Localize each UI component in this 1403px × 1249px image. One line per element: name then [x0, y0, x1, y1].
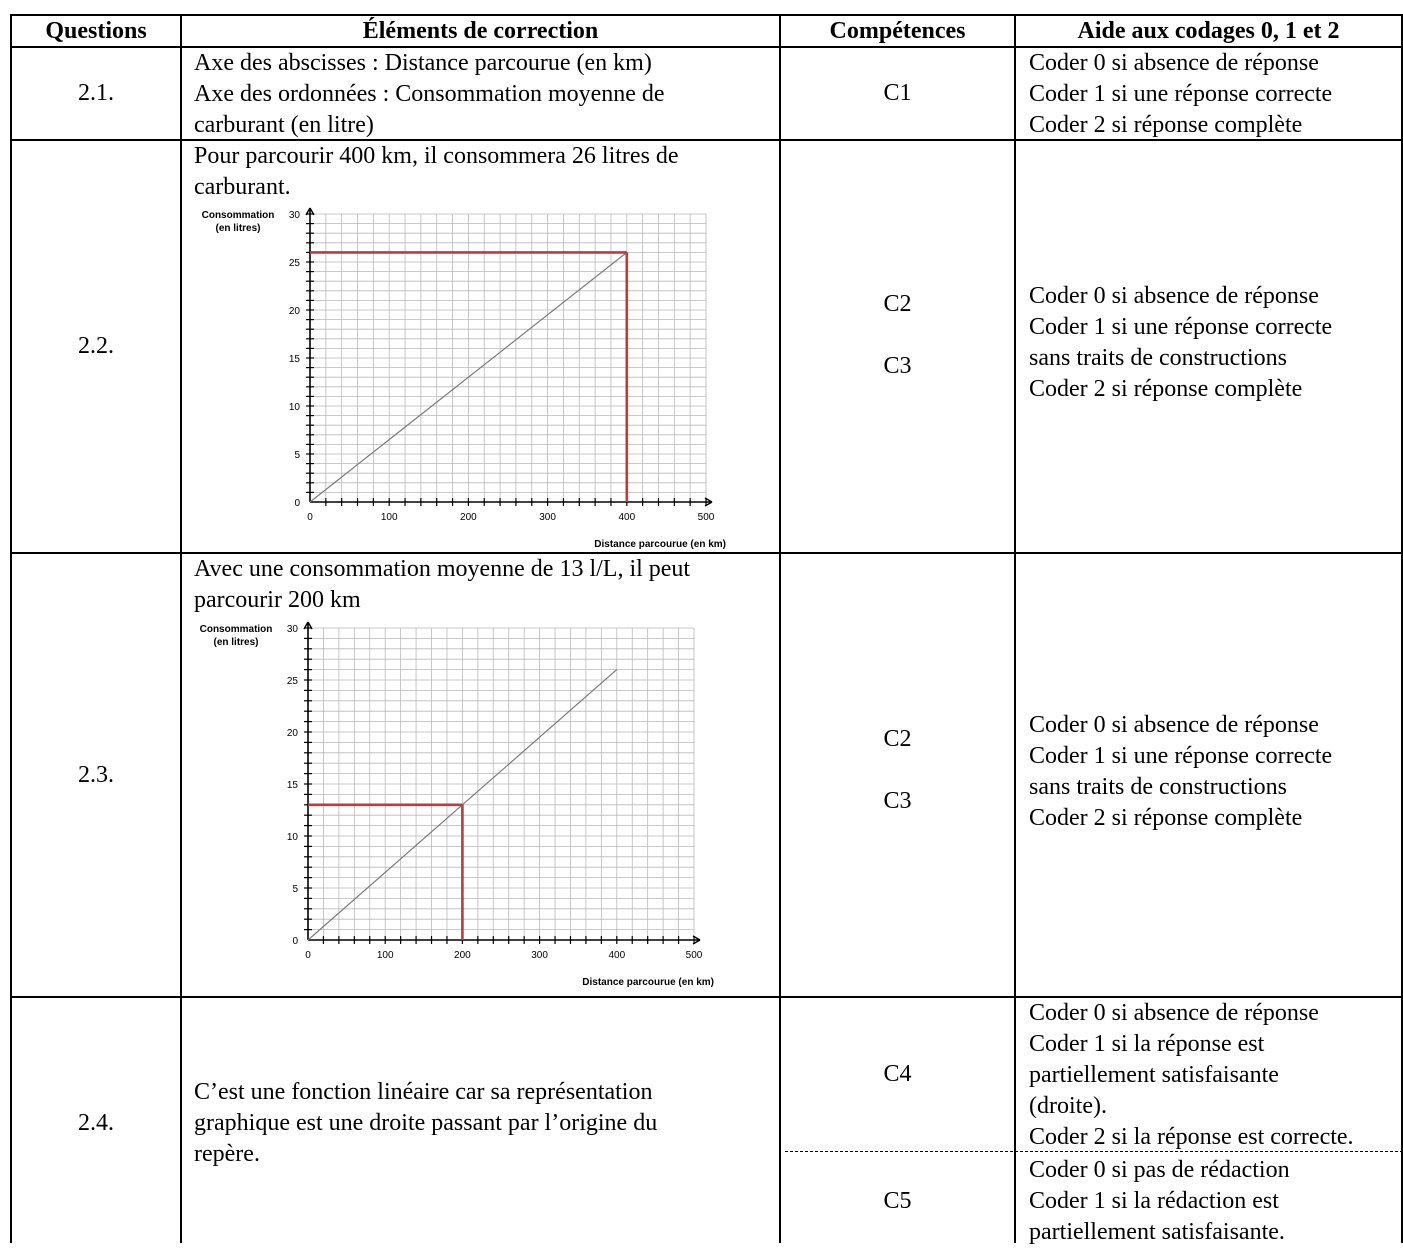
- col-rule-3: [1014, 14, 1016, 1243]
- row-rule-3: [10, 996, 1403, 998]
- x-tick-label: 200: [454, 950, 471, 961]
- x-tick-label: 300: [539, 512, 556, 523]
- header-bottom-rule: [10, 46, 1403, 48]
- x-tick-label: 500: [698, 512, 715, 523]
- y-tick-label: 0: [294, 498, 300, 509]
- competence-label: C5: [883, 1187, 912, 1214]
- x-tick-label: 0: [307, 512, 313, 523]
- x-axis-label: Distance parcourue (en km): [582, 977, 714, 988]
- x-tick-label: 200: [460, 512, 477, 523]
- row-rule-1: [10, 139, 1403, 141]
- correction-text: Avec une consommation moyenne de 13 l/L,…: [194, 556, 691, 613]
- competence-label: C2 C3: [883, 290, 912, 379]
- col-rule-4: [1401, 14, 1403, 1243]
- table-top-rule: [10, 14, 1403, 16]
- correction-text: C’est une fonction linéaire car sa repré…: [194, 1079, 658, 1167]
- x-tick-label: 500: [686, 950, 703, 961]
- coding-help-text: Coder 0 si absence de réponse Coder 1 si…: [1029, 712, 1333, 831]
- y-tick-label: 20: [287, 728, 299, 739]
- y-tick-label: 25: [289, 258, 301, 269]
- header-competences: Compétences: [829, 18, 966, 44]
- correction-text: Axe des abscisses : Distance parcourue (…: [194, 50, 665, 138]
- y-tick-label: 0: [292, 936, 298, 947]
- x-tick-label: 300: [531, 950, 548, 961]
- y-tick-label: 15: [289, 354, 301, 365]
- x-tick-label: 400: [608, 950, 625, 961]
- y-tick-label: 15: [287, 780, 299, 791]
- y-tick-label: 5: [294, 450, 300, 461]
- coding-help-text: Coder 0 si absence de réponse Coder 1 si…: [1029, 282, 1333, 402]
- question-number: 2.4.: [78, 1110, 114, 1136]
- competence-label: C4: [883, 1061, 912, 1087]
- y-axis-label: Consommation: [202, 210, 275, 221]
- y-axis-label-unit: (en litres): [213, 637, 258, 648]
- y-tick-label: 20: [289, 306, 301, 317]
- y-tick-label: 30: [289, 210, 301, 221]
- chart-consumption-400km: 0 100 200 300 400 500 0 5 10 15 20 25 30 Consommation…: [202, 207, 726, 550]
- coding-help: Coder 0 si absence de réponse Coder 1 si…: [1029, 141, 1401, 552]
- y-axis-label: Consommation: [200, 624, 273, 635]
- y-tick-label: 25: [287, 676, 299, 687]
- dashed-separator: [785, 1151, 1403, 1152]
- series-line: [309, 251, 628, 503]
- chart-consumption-200km: 0 100 200 300 400 500 0 5 10 15 20 25 30 Consommation…: [200, 621, 714, 988]
- header-aide: Aide aux codages 0, 1 et 2: [1077, 18, 1340, 44]
- col-rule-2: [779, 14, 781, 1243]
- question-number: 2.1.: [78, 80, 114, 106]
- header-questions: Questions: [45, 18, 147, 44]
- x-tick-label: 100: [381, 512, 398, 523]
- x-tick-label: 400: [618, 512, 635, 523]
- y-tick-label: 10: [289, 402, 301, 413]
- y-tick-label: 5: [292, 884, 298, 895]
- col-rule-0: [10, 14, 12, 1243]
- x-tick-label: 0: [305, 950, 311, 961]
- competence-label: C2 C3: [883, 726, 912, 814]
- question-number: 2.3.: [78, 761, 114, 788]
- y-tick-label: 10: [287, 832, 299, 843]
- question-number: 2.2.: [78, 333, 114, 359]
- col-rule-1: [180, 14, 182, 1243]
- coding-help: Coder 0 si absence de réponse Coder 1 si…: [1029, 50, 1333, 138]
- coding-help: Coder 0 si pas de rédaction Coder 1 si l…: [1029, 1157, 1290, 1245]
- row-rule-2: [10, 552, 1403, 554]
- competence-label: C1: [883, 80, 912, 106]
- coding-help: Coder 0 si absence de réponse Coder 1 si…: [1029, 554, 1401, 996]
- x-axis-label: Distance parcourue (en km): [594, 539, 726, 550]
- correction-text: Pour parcourir 400 km, il consommera 26 …: [194, 143, 679, 200]
- y-axis-label-unit: (en litres): [215, 223, 260, 234]
- coding-help: Coder 0 si absence de réponse Coder 1 si…: [1029, 1000, 1354, 1150]
- y-tick-label: 30: [287, 624, 299, 635]
- x-tick-label: 100: [377, 950, 394, 961]
- header-elements: Éléments de correction: [362, 18, 599, 44]
